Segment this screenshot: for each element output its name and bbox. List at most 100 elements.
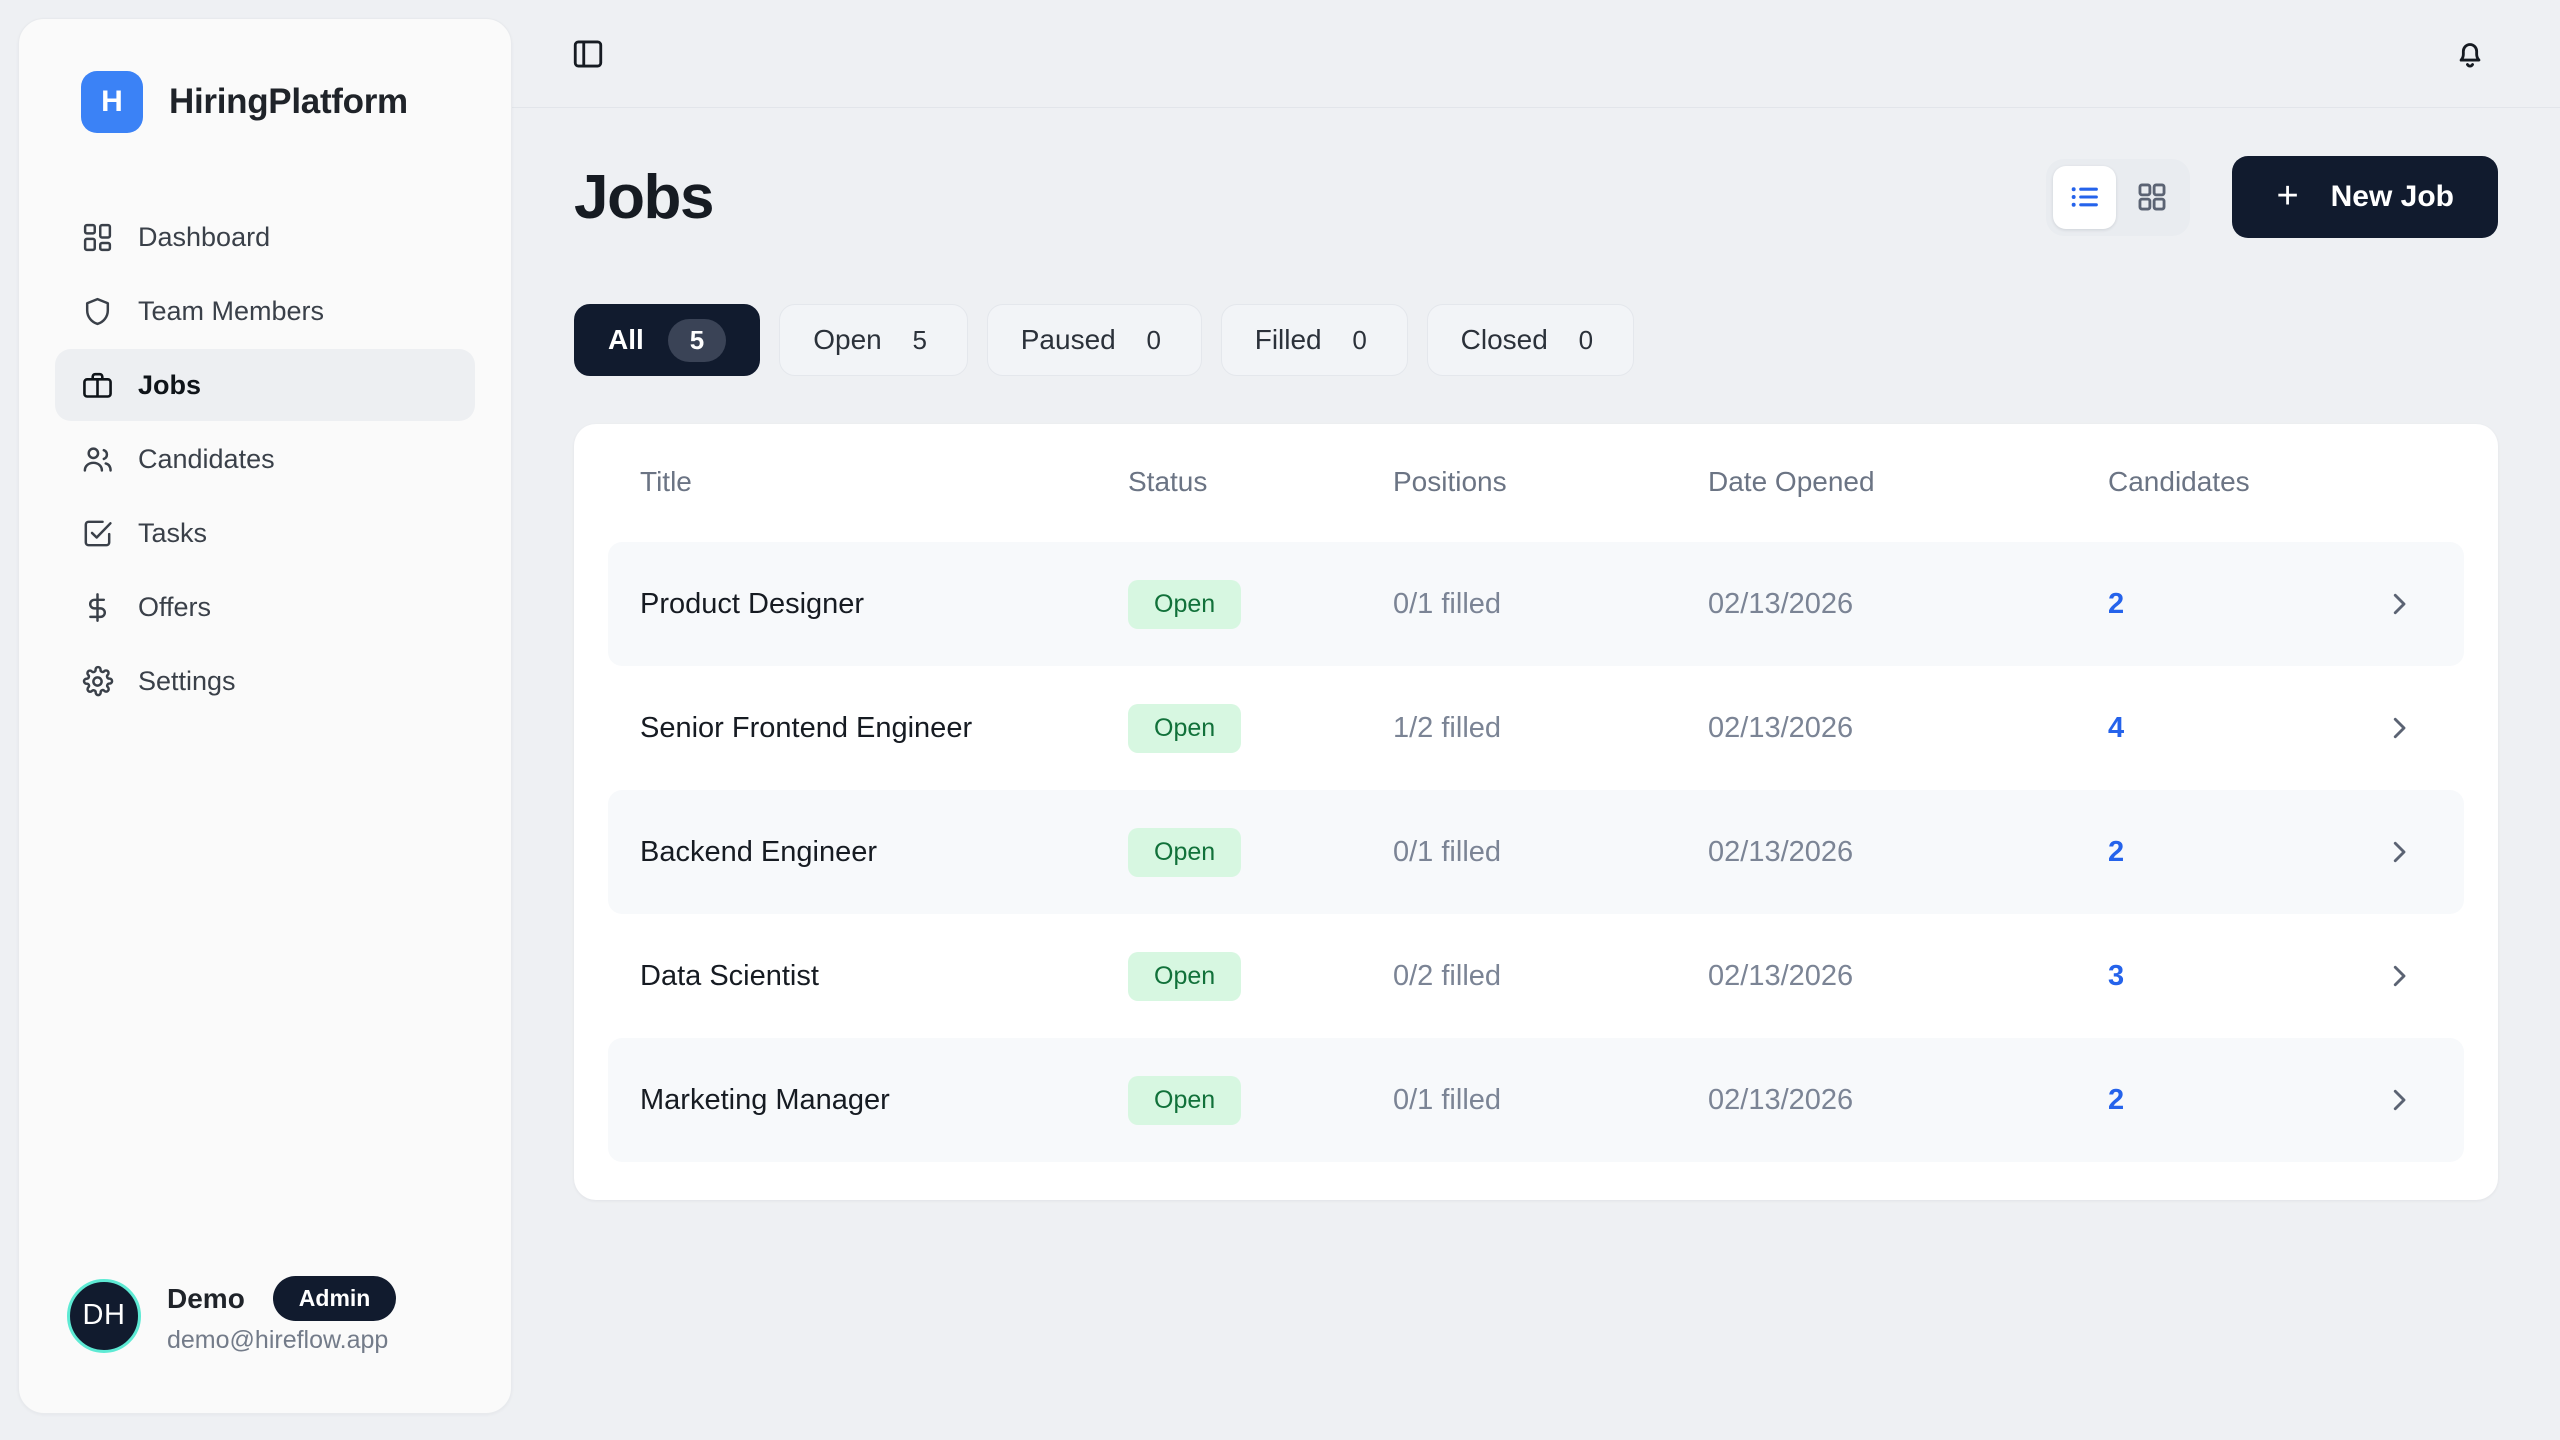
column-header-candidates: Candidates: [2108, 466, 2250, 497]
tab-paused[interactable]: Paused 0: [986, 304, 1202, 376]
column-header-status: Status: [1128, 466, 1208, 497]
table-body: Product Designer Open 0/1 filled 02/13/2…: [608, 542, 2464, 1162]
table-row[interactable]: Senior Frontend Engineer Open 1/2 filled…: [608, 666, 2464, 790]
brand[interactable]: H HiringPlatform: [19, 19, 511, 133]
cell-arrow[interactable]: [2334, 542, 2464, 666]
filter-tabs: All 5 Open 5 Paused 0 Filled 0 Closed: [574, 304, 2498, 376]
sidebar-item-jobs[interactable]: Jobs: [55, 349, 475, 421]
tab-label: All: [608, 324, 644, 355]
table-row[interactable]: Backend Engineer Open 0/1 filled 02/13/2…: [608, 790, 2464, 914]
dollar-icon: [81, 591, 114, 624]
shield-icon: [81, 295, 114, 328]
status-badge: Open: [1128, 1075, 1242, 1125]
sidebar-item-offers[interactable]: Offers: [55, 571, 475, 643]
panel-left-icon: [571, 37, 605, 71]
sidebar-item-label: Jobs: [138, 369, 202, 400]
tab-all[interactable]: All 5: [574, 304, 761, 376]
tab-label: Paused: [1020, 324, 1116, 355]
user-top: Demo Admin: [167, 1276, 397, 1321]
tab-count: 5: [667, 318, 727, 362]
plus-icon: +: [2276, 174, 2299, 217]
view-toggle: [2046, 158, 2191, 236]
avatar: DH: [67, 1278, 141, 1353]
cell-candidates[interactable]: 3: [2108, 959, 2125, 992]
sidebar-item-label: Dashboard: [138, 221, 271, 252]
cell-status: Open: [1128, 790, 1393, 914]
sidebar-item-label: Tasks: [138, 517, 208, 548]
topbar: [512, 0, 2560, 108]
cell-title: Data Scientist: [640, 959, 819, 992]
tab-label: Closed: [1460, 324, 1548, 355]
cell-candidates[interactable]: 2: [2108, 790, 2334, 914]
table-row[interactable]: Product Designer Open 0/1 filled 02/13/2…: [608, 542, 2464, 666]
cell-candidates[interactable]: 4: [2108, 711, 2125, 744]
list-view-icon: [2068, 180, 2102, 214]
sidebar: H HiringPlatform Dashboard Team Members …: [18, 18, 512, 1414]
user-name: Demo: [167, 1282, 245, 1314]
cell-positions: 0/2 filled: [1393, 959, 1502, 992]
table-row[interactable]: Data Scientist Open 0/2 filled 02/13/202…: [608, 914, 2464, 1038]
header-actions: + New Job: [2046, 156, 2498, 238]
grid-view-button[interactable]: [2120, 166, 2183, 229]
cell-status: Open: [1128, 542, 1393, 666]
gear-icon: [81, 665, 114, 698]
sidebar-item-dashboard[interactable]: Dashboard: [55, 201, 475, 273]
cell-positions: 0/1 filled: [1393, 542, 1708, 666]
chevron-right-icon: [2334, 589, 2464, 619]
check-square-icon: [81, 517, 114, 550]
status-badge: Open: [1128, 703, 1242, 753]
sidebar-item-label: Settings: [138, 665, 236, 696]
table-row[interactable]: Marketing Manager Open 0/1 filled 02/13/…: [608, 1038, 2464, 1162]
cell-arrow[interactable]: [2334, 666, 2464, 790]
content: Jobs + New Job: [512, 108, 2560, 1440]
chevron-right-icon: [2334, 837, 2464, 867]
notifications-button[interactable]: [2442, 26, 2498, 82]
cell-title: Backend Engineer: [608, 790, 1128, 914]
grid-view-icon: [2135, 180, 2169, 214]
cell-arrow[interactable]: [2334, 790, 2464, 914]
tab-closed[interactable]: Closed 0: [1426, 304, 1634, 376]
cell-status: Open: [1128, 914, 1393, 1038]
sidebar-nav: Dashboard Team Members Jobs Candidates T…: [19, 201, 511, 717]
tab-filled[interactable]: Filled 0: [1220, 304, 1408, 376]
sidebar-item-team-members[interactable]: Team Members: [55, 275, 475, 347]
status-badge: Open: [1128, 827, 1242, 877]
brand-name: HiringPlatform: [169, 82, 408, 121]
list-view-button[interactable]: [2053, 165, 2117, 229]
sidebar-item-label: Team Members: [138, 295, 325, 326]
new-job-button[interactable]: + New Job: [2232, 156, 2498, 238]
cell-candidates[interactable]: 2: [2108, 542, 2334, 666]
sidebar-item-settings[interactable]: Settings: [55, 645, 475, 717]
jobs-table: Title Status Positions Date Opened Candi…: [608, 466, 2464, 1162]
cell-status: Open: [1128, 666, 1393, 790]
sidebar-toggle-button[interactable]: [560, 26, 616, 82]
cell-title: Product Designer: [608, 542, 1128, 666]
user-profile[interactable]: DH Demo Admin demo@hireflow.app: [19, 1276, 511, 1413]
tab-count: 0: [1352, 324, 1367, 355]
jobs-table-card: Title Status Positions Date Opened Candi…: [574, 424, 2498, 1200]
cell-arrow[interactable]: [2334, 1038, 2464, 1162]
tab-count: 0: [1146, 324, 1161, 355]
cell-positions: 0/1 filled: [1393, 1038, 1708, 1162]
bell-icon: [2453, 37, 2487, 71]
status-badge: Admin: [272, 1276, 397, 1321]
sidebar-item-tasks[interactable]: Tasks: [55, 497, 475, 569]
cell-positions: 1/2 filled: [1393, 711, 1502, 744]
cell-date: 02/13/2026: [1708, 711, 1854, 744]
cell-positions: 0/1 filled: [1393, 790, 1708, 914]
column-header-arrow: [2334, 466, 2464, 542]
cell-arrow[interactable]: [2334, 914, 2464, 1038]
sidebar-item-candidates[interactable]: Candidates: [55, 423, 475, 495]
tab-label: Filled: [1254, 324, 1322, 355]
status-badge: Open: [1128, 951, 1242, 1001]
table-header-row: Title Status Positions Date Opened Candi…: [608, 466, 2464, 542]
status-badge: Open: [1128, 579, 1242, 629]
tab-count: 0: [1578, 324, 1594, 355]
briefcase-icon: [81, 369, 114, 402]
tab-label: Open: [813, 324, 882, 355]
cell-candidates[interactable]: 2: [2108, 1038, 2334, 1162]
page-title: Jobs: [574, 162, 715, 232]
page-header: Jobs + New Job: [574, 156, 2498, 238]
cell-date: 02/13/2026: [1708, 790, 2108, 914]
tab-open[interactable]: Open 5: [779, 304, 968, 376]
